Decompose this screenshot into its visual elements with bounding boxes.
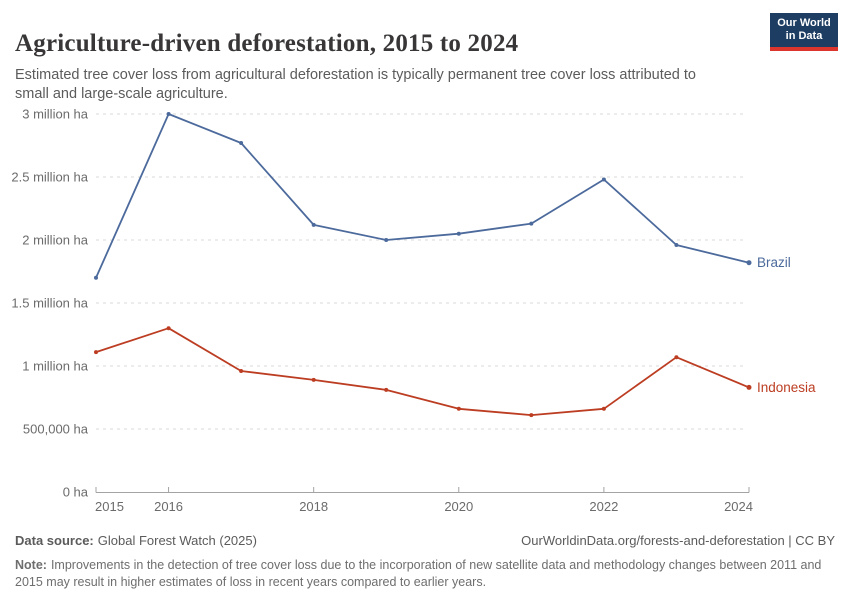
y-axis-label: 500,000 ha xyxy=(23,422,89,437)
y-axis-label: 2 million ha xyxy=(22,233,89,248)
data-point-brazil-2018[interactable] xyxy=(311,222,316,227)
data-point-brazil-2023[interactable] xyxy=(674,243,679,247)
x-axis-label: 2015 xyxy=(95,499,124,514)
data-point-indonesia-2024[interactable] xyxy=(746,384,752,390)
data-point-indonesia-2019[interactable] xyxy=(384,387,389,392)
x-axis-label: 2016 xyxy=(154,499,183,514)
line-indonesia[interactable] xyxy=(95,327,750,416)
data-point-brazil-2024[interactable] xyxy=(746,260,752,266)
note-text: Improvements in the detection of tree co… xyxy=(15,558,822,589)
chart-subtitle: Estimated tree cover loss from agricultu… xyxy=(15,66,696,102)
owid-logo-line2: in Data xyxy=(785,30,823,42)
data-point-brazil-2021[interactable] xyxy=(529,221,534,226)
x-axis-label: 2022 xyxy=(589,499,618,514)
y-axis-label: 2.5 million ha xyxy=(11,170,88,185)
data-point-brazil-2015[interactable] xyxy=(94,275,98,280)
data-point-indonesia-2022[interactable] xyxy=(601,406,606,411)
y-axis-label: 3 million ha xyxy=(22,107,89,122)
attribution-link[interactable]: OurWorldinData.org/forests-and-deforesta… xyxy=(521,533,835,548)
owid-logo[interactable]: Our World in Data xyxy=(770,13,838,51)
data-point-indonesia-2016[interactable] xyxy=(166,326,171,331)
x-axis-label: 2018 xyxy=(299,499,328,514)
data-source-text: Global Forest Watch (2025) xyxy=(97,533,257,548)
y-axis-label: 1 million ha xyxy=(22,359,89,374)
x-axis-label: 2024 xyxy=(724,499,753,514)
data-point-indonesia-2015[interactable] xyxy=(94,350,98,355)
chart-note: Note: Improvements in the detection of tr… xyxy=(15,557,833,590)
series-label-brazil[interactable]: Brazil xyxy=(757,255,791,270)
chart-footer: Data source: Global Forest Watch (2025) O… xyxy=(15,533,835,548)
note-label: Note: xyxy=(15,558,47,572)
y-axis-label: 1.5 million ha xyxy=(11,296,88,311)
data-source: Data source: Global Forest Watch (2025) xyxy=(15,533,257,548)
data-point-indonesia-2023[interactable] xyxy=(674,355,679,360)
y-axis-label: 0 ha xyxy=(63,485,89,500)
data-point-indonesia-2021[interactable] xyxy=(529,413,534,418)
data-point-indonesia-2017[interactable] xyxy=(239,369,244,373)
page-title: Agriculture-driven deforestation, 2015 t… xyxy=(15,29,519,57)
x-axis-label: 2020 xyxy=(444,499,473,514)
series-label-indonesia[interactable]: Indonesia xyxy=(757,380,816,395)
data-point-brazil-2017[interactable] xyxy=(239,141,244,145)
data-source-label: Data source: xyxy=(15,533,94,548)
line-brazil[interactable] xyxy=(95,113,750,279)
data-point-brazil-2022[interactable] xyxy=(601,177,606,182)
data-point-indonesia-2020[interactable] xyxy=(456,406,461,411)
data-point-brazil-2019[interactable] xyxy=(384,238,389,242)
data-point-indonesia-2018[interactable] xyxy=(311,377,316,382)
owid-logo-line1: Our World xyxy=(777,17,831,29)
data-point-brazil-2016[interactable] xyxy=(166,112,171,116)
data-point-brazil-2020[interactable] xyxy=(456,231,461,236)
